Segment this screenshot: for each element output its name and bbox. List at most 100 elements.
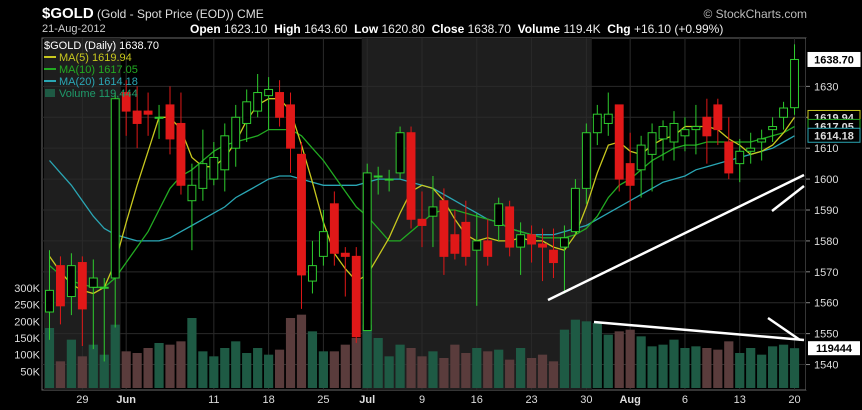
volume-bar <box>395 344 405 388</box>
candle-body <box>592 113 602 134</box>
low-value: 1620.80 <box>381 22 425 36</box>
legend-ma10: MA(10) 1617.05 <box>59 64 138 76</box>
candle-body <box>658 126 668 140</box>
annotation-arrow-head <box>771 185 805 212</box>
candle <box>242 89 252 142</box>
volume-bar <box>680 348 690 388</box>
candle <box>603 92 613 136</box>
candle <box>395 126 405 180</box>
legend-volume: Volume 119,444 <box>59 88 138 100</box>
candle <box>45 250 54 340</box>
candle <box>570 179 580 235</box>
volume-bar <box>99 354 109 388</box>
candle <box>154 104 164 139</box>
symbol-title: $GOLD <box>42 5 94 22</box>
candle-body <box>318 231 328 257</box>
annotation-lines <box>547 173 805 342</box>
volume-bar <box>384 356 394 388</box>
legend-volume-swatch <box>45 89 55 97</box>
candle <box>297 142 306 309</box>
price-tag-label: 1614.18 <box>814 130 854 142</box>
volume-bar <box>483 351 493 388</box>
volume-bar <box>505 359 515 388</box>
candle <box>176 92 186 195</box>
volume-bar <box>285 318 296 388</box>
volume-bar <box>691 346 701 388</box>
candle <box>559 225 569 294</box>
candle <box>483 219 493 266</box>
volume-bar <box>526 358 537 388</box>
chart-header: $GOLD (Gold - Spot Price (EOD)) CME 21-A… <box>0 0 862 38</box>
volume-bar <box>362 324 372 388</box>
candle <box>132 86 142 149</box>
candle <box>417 191 427 248</box>
volume-bar <box>154 343 164 388</box>
candle <box>461 200 471 266</box>
symbol-name-text: (Gold - Spot Price (EOD)) <box>97 7 234 21</box>
candle <box>253 74 263 118</box>
candle-body <box>680 129 690 137</box>
high-value: 1643.60 <box>304 22 348 36</box>
axis-background <box>806 38 862 390</box>
candle <box>494 197 504 241</box>
volume-bar <box>231 341 241 388</box>
volume-tag-label: 119444 <box>816 343 853 355</box>
candle <box>702 98 712 164</box>
volume-bar <box>132 353 142 388</box>
candle-body <box>790 58 799 109</box>
volume-value: 119.4K <box>563 22 601 36</box>
volume-bar <box>373 338 383 388</box>
candle <box>110 92 120 328</box>
candle-body <box>88 277 98 288</box>
candle-body <box>527 234 537 245</box>
volume-bar <box>516 348 526 388</box>
volume-bar <box>757 354 767 388</box>
candle-body <box>757 138 767 143</box>
date-tick-label: 29 <box>76 394 88 406</box>
volume-bar <box>264 354 274 388</box>
high-label: High <box>274 22 301 36</box>
candle-body <box>373 175 383 178</box>
volume-bar <box>537 354 548 388</box>
volume-bar <box>209 356 219 388</box>
candle-body <box>450 234 460 254</box>
stockcharts-brand[interactable]: © StockCharts.com <box>703 7 807 21</box>
candle <box>231 104 241 167</box>
candle-body <box>143 110 153 115</box>
candle <box>680 117 690 152</box>
volume-bar <box>450 344 460 388</box>
price-tick-label: 1600 <box>814 174 838 186</box>
date-tick-label: Aug <box>619 394 640 406</box>
candle-body <box>253 92 263 112</box>
volume-bar <box>307 331 318 388</box>
candle-body <box>691 126 701 131</box>
candle-body <box>439 200 449 257</box>
volume-bar <box>253 348 263 388</box>
candle-body <box>647 132 657 155</box>
candle <box>735 138 745 183</box>
volume-bar <box>614 331 624 388</box>
candle-body <box>559 237 569 248</box>
candle <box>99 278 109 362</box>
date-tick-label: 11 <box>208 394 219 406</box>
candle-body <box>581 132 591 189</box>
candle <box>636 135 646 198</box>
volume-bar <box>88 344 98 388</box>
candle <box>307 240 317 294</box>
candle-body <box>77 262 87 310</box>
candle <box>264 77 274 130</box>
price-tag-box <box>807 127 861 143</box>
price-axis: 1540155015601570158015901600161016201630 <box>806 81 838 372</box>
candle <box>66 253 76 316</box>
candle <box>746 132 756 164</box>
candle <box>450 210 460 260</box>
volume-tick-label: 300K <box>14 283 40 295</box>
volume-layer <box>44 314 800 388</box>
low-label: Low <box>354 22 379 36</box>
candle <box>329 191 339 266</box>
volume-axis: 50K 100K 150K 200K 250K 300K <box>14 283 40 378</box>
candle <box>165 86 175 155</box>
volume-bar <box>351 338 361 388</box>
volume-bar <box>198 351 208 388</box>
